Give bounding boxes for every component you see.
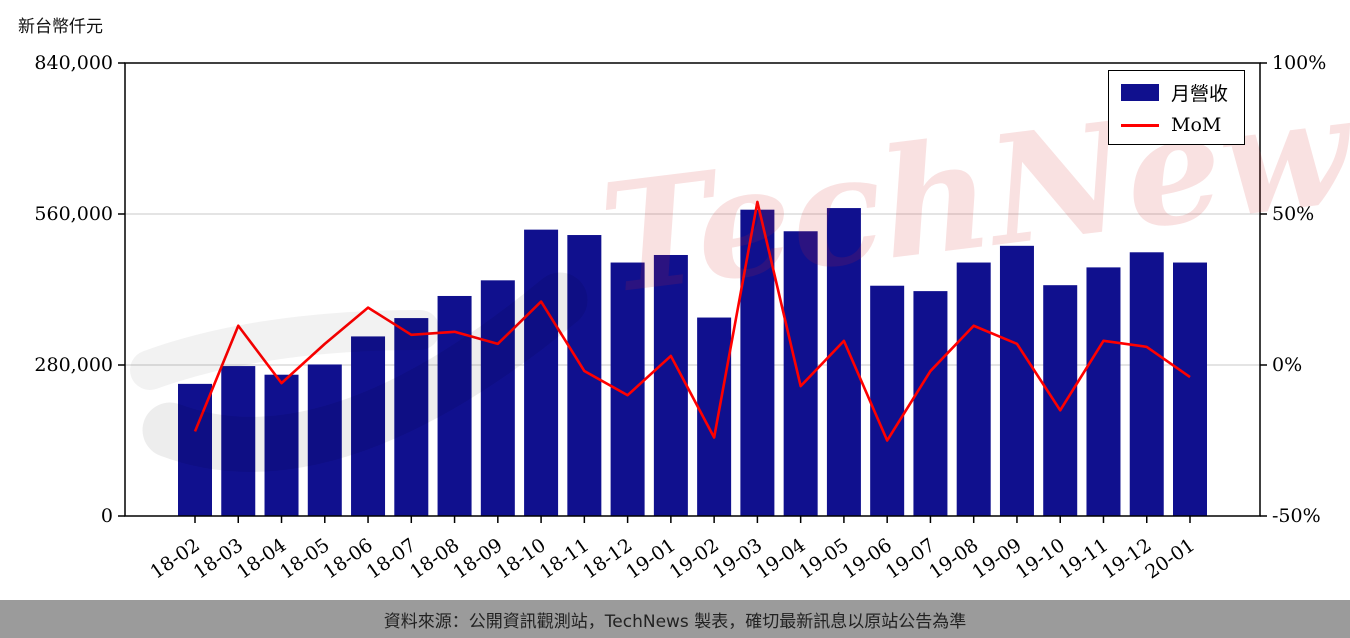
- legend-item-revenue: 月營收: [1121, 79, 1228, 106]
- svg-text:19-02: 19-02: [666, 534, 723, 583]
- bar-swatch-icon: [1121, 84, 1159, 101]
- svg-text:0: 0: [101, 505, 113, 527]
- svg-text:19-09: 19-09: [968, 534, 1025, 583]
- svg-text:19-06: 19-06: [839, 534, 896, 583]
- legend-mom-label: MoM: [1171, 114, 1222, 136]
- svg-text:18-06: 18-06: [319, 534, 376, 583]
- legend-revenue-label: 月營收: [1171, 83, 1229, 105]
- axis-unit-label: 新台幣仟元: [18, 17, 103, 37]
- svg-text:18-04: 18-04: [233, 534, 290, 583]
- svg-text:50%: 50%: [1272, 203, 1314, 225]
- svg-text:18-03: 18-03: [190, 534, 247, 583]
- svg-text:280,000: 280,000: [34, 354, 113, 376]
- svg-text:20-01: 20-01: [1141, 534, 1198, 583]
- svg-text:18-05: 18-05: [276, 534, 333, 583]
- svg-text:19-05: 19-05: [795, 534, 852, 583]
- svg-text:18-10: 18-10: [492, 534, 549, 583]
- svg-text:19-07: 19-07: [882, 534, 939, 583]
- svg-text:18-09: 18-09: [449, 534, 506, 583]
- svg-text:19-10: 19-10: [1012, 534, 1069, 583]
- svg-text:19-01: 19-01: [622, 534, 679, 583]
- svg-text:18-11: 18-11: [536, 534, 593, 583]
- source-text: 資料來源：公開資訊觀測站，TechNews 製表，確切最新訊息以原站公告為準: [383, 611, 967, 632]
- svg-text:100%: 100%: [1272, 52, 1326, 74]
- svg-text:19-03: 19-03: [709, 534, 766, 583]
- svg-text:19-12: 19-12: [1098, 534, 1155, 583]
- legend-item-mom: MoM: [1121, 114, 1228, 136]
- svg-text:18-12: 18-12: [579, 534, 636, 583]
- svg-text:-50%: -50%: [1272, 505, 1321, 527]
- svg-text:560,000: 560,000: [34, 203, 113, 225]
- source-footer: 資料來源：公開資訊觀測站，TechNews 製表，確切最新訊息以原站公告為準: [0, 600, 1350, 638]
- svg-text:18-07: 18-07: [363, 534, 420, 583]
- svg-text:19-08: 19-08: [925, 534, 982, 583]
- svg-text:840,000: 840,000: [34, 52, 113, 74]
- revenue-chart-svg: 0 280,000 560,000 840,000 -50% 0% 50% 100% 18-02…: [34, 52, 1326, 584]
- svg-text:18-08: 18-08: [406, 534, 463, 583]
- svg-text:19-04: 19-04: [752, 534, 809, 583]
- line-swatch-icon: [1121, 123, 1159, 127]
- svg-text:0%: 0%: [1272, 354, 1302, 376]
- chart-legend: 月營收 MoM: [1108, 70, 1246, 145]
- svg-text:19-11: 19-11: [1055, 534, 1112, 583]
- chart-area: 0 280,000 560,000 840,000 -50% 0% 50% 100% 18-02…: [34, 51, 1350, 584]
- svg-text:18-02: 18-02: [146, 534, 203, 583]
